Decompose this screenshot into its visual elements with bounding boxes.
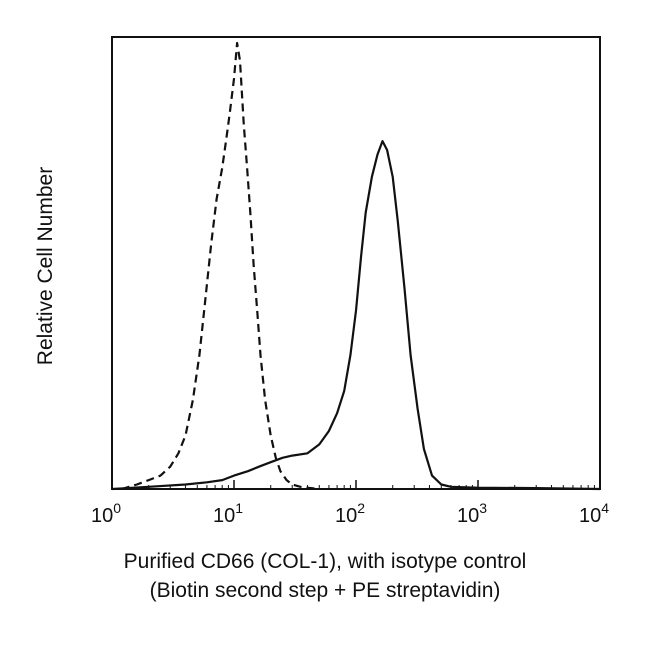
x-tick-label: 100 — [91, 500, 121, 527]
x-tick-label: 104 — [579, 500, 609, 527]
x-axis-label-line2: (Biotin second step + PE streptavidin) — [149, 579, 501, 602]
x-axis-tick-labels: 100 101 102 103 104 — [91, 500, 609, 527]
x-axis-label-line1: Purified CD66 (COL-1), with isotype cont… — [123, 550, 527, 573]
x-tick-label: 101 — [213, 500, 243, 527]
x-tick-label: 103 — [457, 500, 487, 527]
isotype-control-histogram — [121, 41, 320, 491]
cd66-histogram — [111, 140, 601, 491]
y-axis-label: Relative Cell Number — [34, 166, 57, 366]
x-tick-label: 102 — [335, 500, 365, 527]
series-layer — [111, 41, 601, 491]
plot-frame — [111, 36, 601, 490]
